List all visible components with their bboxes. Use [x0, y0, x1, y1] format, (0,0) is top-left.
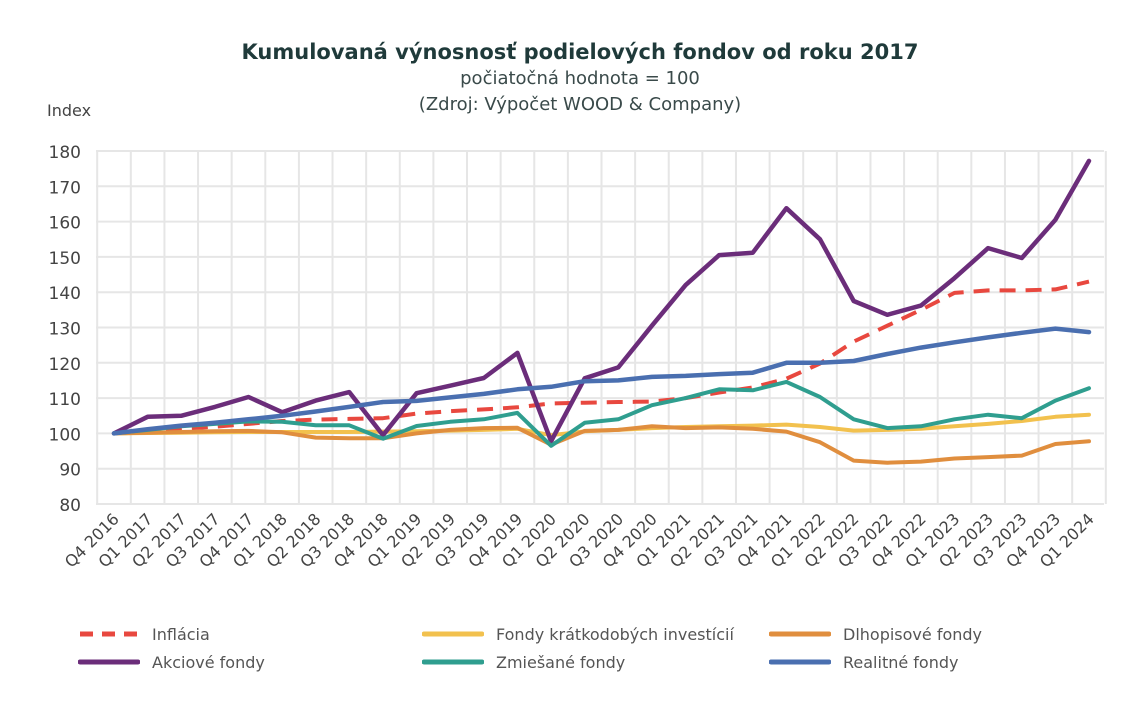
- y-tick-label: 90: [59, 461, 81, 481]
- series-lines: [111, 158, 1092, 465]
- y-tick-label: 170: [49, 178, 81, 198]
- legend-label: Akciové fondy: [152, 652, 265, 672]
- y-tick-label: 130: [49, 320, 81, 340]
- legend-label: Fondy krátkodobých investícií: [496, 624, 734, 644]
- y-tick-label: 110: [49, 390, 81, 410]
- legend-item: Fondy krátkodobých investícií: [422, 622, 734, 646]
- series-line-realitn-fondy: [111, 326, 1092, 436]
- y-tick-label: 100: [49, 425, 81, 445]
- y-tick-label: 120: [49, 355, 81, 375]
- series-line-dlhopisov-fondy: [112, 424, 1091, 465]
- y-tick-label: 140: [49, 284, 81, 304]
- y-tick-label: 180: [49, 143, 81, 163]
- legend-swatch: [422, 659, 484, 665]
- legend-swatch: [78, 659, 140, 665]
- series-line-akciov-fondy: [111, 158, 1092, 444]
- legend-item: Inflácia: [78, 622, 210, 646]
- legend-item: Zmiešané fondy: [422, 650, 625, 674]
- y-tick-label: 80: [59, 496, 81, 516]
- chart-source: (Zdroj: Výpočet WOOD & Company): [418, 94, 742, 115]
- legend-item: Realitné fondy: [769, 650, 958, 674]
- legend-label: Zmiešané fondy: [496, 652, 626, 672]
- y-tick-label: 160: [49, 214, 81, 234]
- legend-label: Inflácia: [152, 624, 210, 644]
- title-block: Kumulovaná výnosnosť podielových fondov …: [0, 38, 1129, 118]
- legend-label: Dlhopisové fondy: [843, 624, 983, 644]
- y-axis-ticks: 80 90 100 110 120 130 140 150 160 170 180: [49, 143, 81, 516]
- grid: [96, 150, 1107, 505]
- legend-swatch: [80, 631, 138, 637]
- legend-item: Akciové fondy: [78, 650, 265, 674]
- legend-swatch: [769, 659, 831, 665]
- y-tick-label: 150: [49, 249, 81, 269]
- chart-title: Kumulovaná výnosnosť podielových fondov …: [241, 40, 919, 64]
- y-axis-label: Index: [47, 101, 91, 120]
- legend-swatch: [769, 631, 831, 637]
- chart-subtitle: počiatočná hodnota = 100: [460, 68, 700, 89]
- legend-item: Dlhopisové fondy: [769, 622, 982, 646]
- series-line-zmie-an-fondy: [112, 379, 1091, 448]
- legend-label: Realitné fondy: [843, 652, 959, 672]
- legend-swatch: [422, 631, 484, 637]
